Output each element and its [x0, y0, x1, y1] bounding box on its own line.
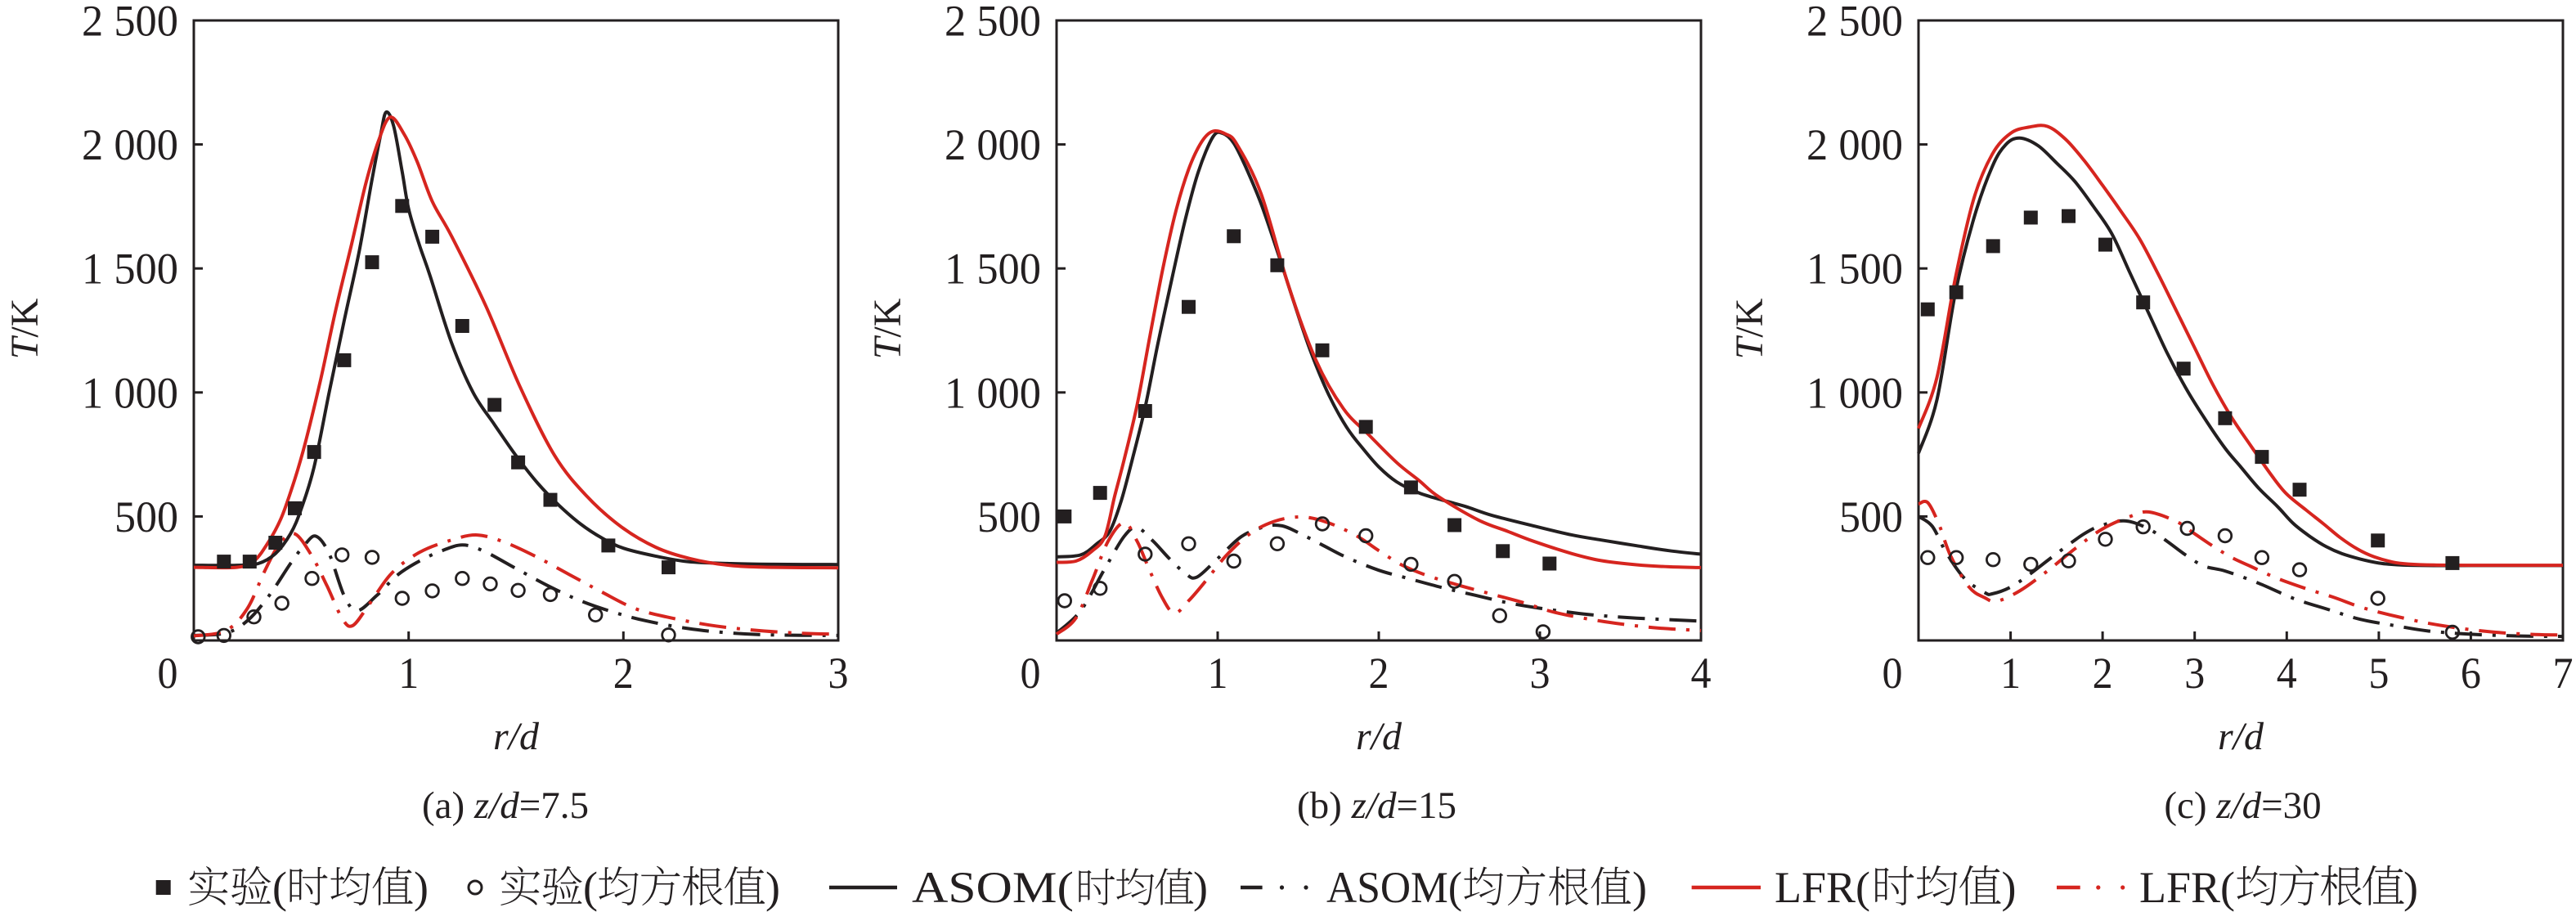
svg-text:1 000: 1 000 [1806, 368, 1903, 417]
svg-text:T/K: T/K [3, 298, 47, 359]
svg-text:ASOM(: ASOM( [912, 863, 1074, 912]
svg-text:1: 1 [398, 649, 419, 698]
svg-text:(a) z/d=7.5: (a) z/d=7.5 [422, 784, 589, 827]
svg-text:0: 0 [158, 649, 178, 698]
svg-text:500: 500 [114, 492, 178, 541]
svg-text:1: 1 [2000, 649, 2021, 698]
svg-text:(c) z/d=30: (c) z/d=30 [2164, 784, 2321, 827]
svg-text:1 500: 1 500 [945, 245, 1041, 294]
svg-text:1 500: 1 500 [82, 245, 178, 294]
svg-text:0: 0 [1021, 649, 1041, 698]
svg-text:): ) [1632, 863, 1647, 912]
svg-text:): ) [1193, 863, 1208, 912]
svg-text:LFR(: LFR( [2139, 863, 2235, 912]
svg-text:1 000: 1 000 [82, 368, 178, 417]
svg-text:r/d: r/d [2218, 715, 2264, 758]
svg-text:2 500: 2 500 [1806, 0, 1903, 46]
svg-text:ASOM(: ASOM( [1326, 863, 1462, 912]
svg-text:(: ( [272, 863, 287, 912]
svg-text:1 500: 1 500 [1806, 245, 1903, 294]
svg-text:2: 2 [1369, 649, 1389, 698]
svg-text:): ) [765, 863, 780, 912]
svg-text:2 500: 2 500 [82, 0, 178, 46]
svg-text:1: 1 [1208, 649, 1228, 698]
svg-text:): ) [2002, 863, 2017, 912]
svg-text:4: 4 [2277, 649, 2297, 698]
svg-text:7: 7 [2553, 649, 2574, 698]
svg-text:): ) [2403, 863, 2418, 912]
svg-text:6: 6 [2461, 649, 2481, 698]
svg-text:2 000: 2 000 [1806, 120, 1903, 169]
svg-text:T/K: T/K [866, 298, 909, 359]
svg-text:r/d: r/d [493, 715, 540, 758]
svg-text:4: 4 [1691, 649, 1712, 698]
svg-text:2: 2 [613, 649, 634, 698]
svg-text:3: 3 [1530, 649, 1551, 698]
svg-text:): ) [414, 863, 429, 912]
svg-text:0: 0 [1883, 649, 1903, 698]
svg-text:2 000: 2 000 [945, 120, 1041, 169]
svg-text:2 500: 2 500 [945, 0, 1041, 46]
svg-text:1 000: 1 000 [945, 368, 1041, 417]
svg-text:(: ( [583, 863, 598, 912]
svg-text:T/K: T/K [1728, 298, 1771, 359]
svg-text:500: 500 [1839, 492, 1903, 541]
svg-text:3: 3 [828, 649, 849, 698]
svg-text:LFR(: LFR( [1775, 863, 1870, 912]
svg-text:r/d: r/d [1356, 715, 1402, 758]
svg-text:2: 2 [2093, 649, 2113, 698]
svg-text:500: 500 [977, 492, 1041, 541]
svg-text:(b) z/d=15: (b) z/d=15 [1297, 784, 1456, 827]
svg-text:5: 5 [2368, 649, 2389, 698]
svg-text:3: 3 [2184, 649, 2205, 698]
svg-text:2 000: 2 000 [82, 120, 178, 169]
